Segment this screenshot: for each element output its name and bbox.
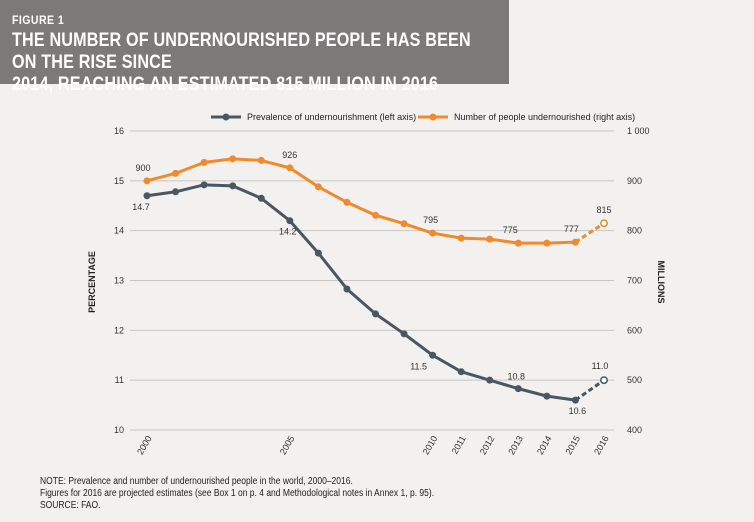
figure-title-line-1: THE NUMBER OF UNDERNOURISHED PEOPLE HAS …	[12, 30, 471, 73]
data-point	[429, 351, 437, 359]
data-label: 777	[564, 224, 579, 234]
data-point	[400, 220, 408, 228]
data-point	[314, 183, 322, 191]
data-point	[514, 385, 522, 393]
y-axis-title-right: MILLIONS	[656, 261, 666, 304]
data-point	[257, 156, 265, 164]
legend-marker	[429, 113, 437, 121]
y-tick-label-left: 13	[114, 276, 124, 286]
figure-title-line-2: 2014, REACHING AN ESTIMATED 815 MILLION …	[12, 74, 439, 95]
y-tick-label-right: 600	[627, 325, 642, 335]
figure-title: THE NUMBER OF UNDERNOURISHED PEOPLE HAS …	[12, 30, 488, 96]
series-line-projected	[574, 221, 605, 244]
data-point-projected	[600, 219, 608, 228]
data-point	[343, 285, 351, 293]
data-point	[457, 368, 465, 376]
note-line: NOTE: Prevalence and number of undernour…	[40, 476, 353, 487]
figure-banner: FIGURE 1 THE NUMBER OF UNDERNOURISHED PE…	[0, 0, 509, 95]
y-tick-label-right: 400	[627, 425, 642, 435]
data-point	[400, 330, 408, 338]
x-tick-label: 2010	[421, 434, 440, 456]
data-point	[372, 211, 379, 219]
data-point	[286, 217, 294, 225]
data-point	[457, 234, 465, 242]
y-tick-label-right: 900	[627, 176, 642, 186]
y-tick-label-right: 800	[627, 226, 642, 236]
y-tick-label-left: 11	[115, 375, 124, 385]
data-label: 900	[135, 163, 150, 173]
data-point	[257, 194, 265, 202]
y-tick-label-right: 700	[627, 276, 642, 286]
data-point	[543, 239, 551, 247]
data-label: 11.0	[592, 361, 609, 371]
data-point	[229, 155, 237, 163]
legend-label: Number of people undernourished (right a…	[454, 112, 635, 122]
series-line	[146, 157, 576, 245]
x-tick-label: 2013	[506, 434, 525, 456]
data-point	[314, 249, 322, 257]
note-line: Figures for 2016 are projected estimates…	[40, 488, 435, 499]
data-point	[571, 238, 579, 246]
data-label: 11.5	[410, 361, 427, 371]
series-line	[146, 183, 576, 402]
data-point	[543, 392, 551, 400]
series-line-projected	[574, 378, 605, 402]
y-tick-label-right: 1 000	[627, 126, 650, 136]
x-tick-label: 2005	[278, 434, 297, 456]
legend-marker	[222, 113, 230, 121]
x-tick-label: 2015	[563, 434, 582, 456]
data-point	[200, 158, 208, 166]
x-tick-label: 2014	[535, 434, 554, 456]
data-point	[571, 396, 579, 404]
y-tick-label-left: 16	[114, 126, 124, 136]
y-tick-label-left: 14	[114, 226, 124, 236]
legend-label: Prevalence of undernourishment (left axi…	[247, 112, 416, 122]
data-label: 815	[596, 205, 611, 215]
data-point	[286, 164, 294, 172]
y-tick-label-right: 500	[627, 375, 642, 385]
x-tick-label: 2000	[135, 434, 154, 456]
data-point	[372, 310, 379, 318]
y-tick-label-left: 12	[114, 325, 124, 335]
data-label: 775	[503, 225, 518, 235]
data-label: 10.6	[569, 406, 587, 416]
data-label: 795	[423, 215, 438, 225]
data-point	[486, 235, 494, 243]
data-point	[343, 198, 351, 206]
data-point	[143, 192, 151, 200]
x-tick-label: 2012	[478, 434, 497, 456]
data-point-projected	[600, 376, 608, 385]
data-label: 14.7	[132, 202, 150, 212]
data-point	[172, 188, 180, 196]
data-point	[429, 229, 437, 237]
data-point	[200, 181, 208, 189]
data-label: 926	[282, 150, 297, 160]
data-point	[229, 182, 237, 190]
x-tick-label: 2011	[450, 434, 468, 456]
data-point	[486, 376, 494, 384]
x-tick-label: 2016	[592, 434, 611, 456]
data-label: 10.8	[508, 372, 526, 382]
source-line: SOURCE: FAO.	[40, 500, 101, 511]
data-point	[143, 177, 151, 185]
data-point	[172, 169, 180, 177]
figure-notes: NOTE: Prevalence and number of undernour…	[40, 476, 434, 512]
y-axis-title-left: PERCENTAGE	[87, 251, 97, 313]
figure-label: FIGURE 1	[12, 13, 65, 27]
data-point	[514, 239, 522, 247]
data-label: 14.2	[279, 227, 297, 237]
y-tick-label-left: 10	[114, 425, 124, 435]
y-tick-label-left: 15	[114, 176, 124, 186]
